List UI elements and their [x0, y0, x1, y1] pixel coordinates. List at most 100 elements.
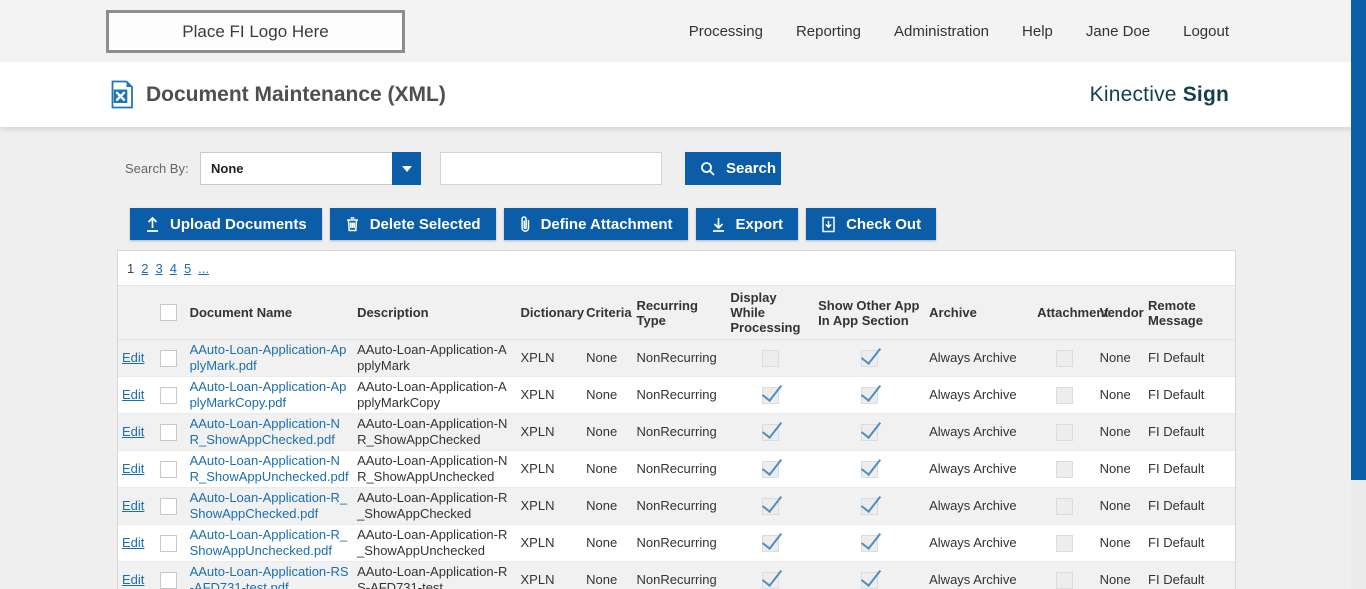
- vendor-cell: None: [1095, 339, 1145, 377]
- edit-link[interactable]: Edit: [122, 498, 145, 513]
- remote-message-cell: FI Default: [1144, 487, 1235, 525]
- edit-link[interactable]: Edit: [122, 350, 145, 365]
- criteria-cell: None: [582, 561, 633, 589]
- description-cell: AAuto-Loan-Application-ApplyMarkCopy: [353, 376, 517, 414]
- row-select-checkbox[interactable]: [160, 386, 178, 404]
- criteria-cell: None: [582, 487, 633, 525]
- download-icon: [711, 216, 726, 232]
- criteria-cell: None: [582, 524, 633, 562]
- edit-link[interactable]: Edit: [122, 535, 145, 550]
- document-name-link[interactable]: AAuto-Loan-Application-R_ShowAppUnchecke…: [189, 527, 348, 558]
- define-attachment-button[interactable]: Define Attachment: [503, 208, 688, 240]
- edit-link[interactable]: Edit: [122, 461, 145, 476]
- row-select-checkbox[interactable]: [160, 423, 178, 441]
- header-edit-col: [118, 285, 157, 340]
- nav-processing[interactable]: Processing: [688, 22, 763, 40]
- attachment-checkbox: [1055, 571, 1073, 589]
- archive-cell: Always Archive: [925, 524, 1034, 562]
- recurring-type-cell: NonRecurring: [632, 487, 727, 525]
- attachment-checkbox: [1055, 349, 1073, 367]
- display-while-processing-checkbox: [761, 349, 779, 367]
- recurring-type-cell: NonRecurring: [632, 450, 727, 488]
- scrollbar-thumb[interactable]: [1351, 0, 1366, 480]
- row-select-checkbox[interactable]: [160, 534, 178, 552]
- page-3-link[interactable]: 3: [155, 260, 163, 276]
- row-select-checkbox[interactable]: [160, 571, 178, 589]
- document-toolbar: Upload Documents Delete Selected Define …: [130, 208, 937, 240]
- vendor-cell: None: [1095, 487, 1145, 525]
- display-while-processing-checkbox: [761, 571, 779, 589]
- page-4-link[interactable]: 4: [169, 260, 177, 276]
- select-all-checkbox[interactable]: [160, 304, 178, 322]
- attachment-checkbox: [1055, 386, 1073, 404]
- search-by-select[interactable]: None: [200, 152, 421, 185]
- nav-reporting[interactable]: Reporting: [795, 22, 861, 40]
- edit-link[interactable]: Edit: [122, 424, 145, 439]
- document-name-link[interactable]: AAuto-Loan-Application-ApplyMark.pdf: [189, 342, 347, 373]
- document-name-link[interactable]: AAuto-Loan-Application-ApplyMarkCopy.pdf: [189, 379, 347, 410]
- document-name-link[interactable]: AAuto-Loan-Application-NR_ShowAppChecked…: [189, 416, 340, 447]
- recurring-type-cell: NonRecurring: [632, 339, 727, 377]
- pagination-ellipsis[interactable]: ...: [198, 260, 210, 276]
- nav-logout[interactable]: Logout: [1183, 22, 1229, 40]
- search-button[interactable]: Search: [685, 152, 781, 185]
- upload-documents-button[interactable]: Upload Documents: [130, 208, 322, 240]
- row-select-checkbox[interactable]: [160, 460, 178, 478]
- document-name-link[interactable]: AAuto-Loan-Application-RS-AFD731-test.pd…: [189, 564, 349, 589]
- brand-name: Kinective: [1089, 82, 1177, 106]
- dictionary-cell: XPLN: [516, 524, 583, 562]
- header-description: Description: [353, 285, 517, 340]
- table-row: Edit AAuto-Loan-Application-R_ShowAppChe…: [118, 487, 1235, 525]
- header-archive: Archive: [925, 285, 1034, 340]
- show-other-app-checkbox: [861, 386, 879, 404]
- brand-logo: Kinective Sign: [1090, 62, 1229, 127]
- document-name-link[interactable]: AAuto-Loan-Application-R_ShowAppChecked.…: [189, 490, 348, 521]
- dictionary-cell: XPLN: [516, 339, 583, 377]
- criteria-cell: None: [582, 339, 633, 377]
- documents-table-container: 1 2 3 4 5 ... Document Name Description …: [117, 250, 1236, 589]
- page-2-link[interactable]: 2: [141, 260, 149, 276]
- select-all-cell: [156, 285, 186, 340]
- vertical-scrollbar: [1351, 0, 1366, 589]
- search-icon: [700, 161, 716, 177]
- header-display-while-processing: Display While Processing: [726, 285, 815, 340]
- remote-message-cell: FI Default: [1144, 413, 1235, 451]
- dictionary-cell: XPLN: [516, 487, 583, 525]
- title-band: Document Maintenance (XML) Kinective Sig…: [0, 62, 1366, 127]
- vendor-cell: None: [1095, 413, 1145, 451]
- nav-user-jane-doe[interactable]: Jane Doe: [1085, 22, 1151, 40]
- row-select-checkbox[interactable]: [160, 349, 178, 367]
- description-cell: AAuto-Loan-Application-R_ShowAppUnchecke…: [353, 524, 517, 562]
- recurring-type-cell: NonRecurring: [632, 524, 727, 562]
- document-name-link[interactable]: AAuto-Loan-Application-NR_ShowAppUncheck…: [189, 453, 349, 484]
- header-recurring-type: Recurring Type: [632, 285, 727, 340]
- search-input[interactable]: [440, 152, 662, 185]
- recurring-type-cell: NonRecurring: [632, 376, 727, 414]
- delete-selected-label: Delete Selected: [369, 215, 481, 233]
- delete-selected-button[interactable]: Delete Selected: [329, 208, 496, 240]
- archive-cell: Always Archive: [925, 376, 1034, 414]
- upload-documents-label: Upload Documents: [170, 215, 307, 233]
- page-5-link[interactable]: 5: [183, 260, 192, 276]
- edit-link[interactable]: Edit: [122, 572, 145, 587]
- edit-link[interactable]: Edit: [122, 387, 145, 402]
- vendor-cell: None: [1095, 450, 1145, 488]
- paperclip-icon: [519, 215, 531, 233]
- nav-help[interactable]: Help: [1022, 22, 1053, 40]
- select-dropdown-button[interactable]: [392, 152, 421, 185]
- export-button[interactable]: Export: [695, 208, 799, 240]
- recurring-type-cell: NonRecurring: [632, 561, 727, 589]
- nav-administration[interactable]: Administration: [893, 22, 990, 40]
- criteria-cell: None: [582, 413, 633, 451]
- description-cell: AAuto-Loan-Application-ApplyMark: [353, 339, 517, 377]
- pagination: 1 2 3 4 5 ...: [118, 251, 1235, 285]
- header-document-name: Document Name: [185, 285, 354, 340]
- header-criteria: Criteria: [582, 285, 633, 340]
- export-label: Export: [735, 215, 784, 233]
- check-out-document-icon: [821, 216, 836, 233]
- show-other-app-checkbox: [861, 423, 879, 441]
- check-out-button[interactable]: Check Out: [806, 208, 937, 240]
- row-select-checkbox[interactable]: [160, 497, 178, 515]
- document-maintenance-icon: [110, 80, 134, 109]
- archive-cell: Always Archive: [925, 339, 1034, 377]
